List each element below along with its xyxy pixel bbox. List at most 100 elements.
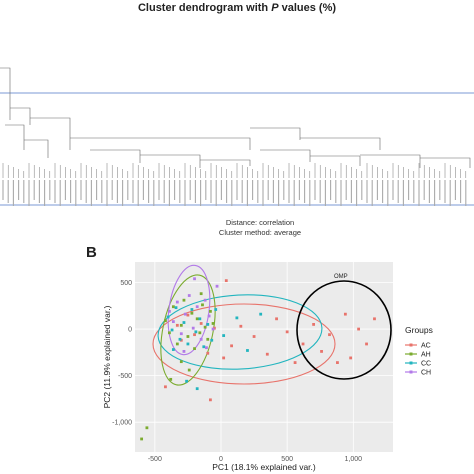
axis-ticks: -500 0 500 1,000 500 0 -500 -1,000 bbox=[112, 280, 362, 463]
point-cc bbox=[214, 308, 218, 311]
point-ch bbox=[193, 277, 196, 281]
point-ch bbox=[171, 320, 175, 324]
point-ah bbox=[199, 292, 203, 296]
data-points bbox=[140, 277, 376, 441]
legend-label-cc: CC bbox=[421, 361, 431, 368]
dendrogram bbox=[0, 67, 474, 206]
dendrogram-branches bbox=[0, 67, 471, 168]
point-cc bbox=[182, 321, 186, 324]
point-ac bbox=[209, 398, 212, 402]
point-ch bbox=[207, 314, 211, 318]
point-cc bbox=[166, 315, 170, 319]
point-ah bbox=[187, 368, 191, 372]
omp-annotation: OMP bbox=[334, 274, 348, 280]
panel-b-label: B bbox=[86, 244, 97, 261]
x-tick-label: 1,000 bbox=[345, 456, 363, 463]
point-cc bbox=[178, 337, 182, 341]
dendrogram-leaves bbox=[2, 163, 467, 206]
point-ah bbox=[203, 325, 207, 329]
point-cc bbox=[190, 308, 194, 311]
ellipse-ch bbox=[167, 264, 211, 356]
point-ch bbox=[205, 346, 208, 350]
point-ah bbox=[175, 342, 179, 346]
point-ac bbox=[373, 317, 376, 321]
point-ac bbox=[224, 279, 228, 283]
legend-marker-cc bbox=[409, 361, 413, 365]
point-ch bbox=[179, 332, 183, 336]
y-tick-label: -500 bbox=[118, 373, 132, 380]
point-ac bbox=[239, 324, 243, 328]
legend-marker-ch bbox=[409, 370, 413, 374]
point-ac bbox=[252, 335, 256, 338]
point-cc bbox=[198, 317, 202, 321]
x-tick-label: -500 bbox=[148, 456, 162, 463]
plot-grid bbox=[135, 262, 393, 452]
point-ac bbox=[349, 356, 353, 360]
point-ah bbox=[209, 309, 212, 313]
point-ah bbox=[186, 335, 190, 338]
point-ch bbox=[168, 309, 171, 313]
point-ch bbox=[195, 305, 199, 309]
point-ah bbox=[190, 311, 194, 315]
point-ch bbox=[191, 326, 195, 330]
point-ac bbox=[230, 344, 233, 348]
legend-label-ch: CH bbox=[421, 370, 431, 377]
point-ac bbox=[365, 342, 368, 346]
point-ac bbox=[343, 312, 347, 316]
legend: Groups AC AH CC CH bbox=[405, 325, 433, 377]
x-axis-label: PC1 (18.1% explained var.) bbox=[212, 462, 316, 472]
x-tick-label: 0 bbox=[219, 456, 223, 463]
point-ah bbox=[168, 331, 171, 335]
point-ch bbox=[199, 337, 203, 341]
ellipse-cc bbox=[157, 294, 323, 370]
dendrogram-method-label: Cluster method: average bbox=[218, 228, 302, 237]
point-ch bbox=[183, 312, 187, 316]
point-ah bbox=[179, 360, 183, 364]
point-ch bbox=[182, 350, 186, 353]
point-cc bbox=[259, 312, 263, 316]
y-tick-label: 0 bbox=[128, 327, 132, 334]
point-ac bbox=[293, 361, 297, 364]
point-ac bbox=[285, 330, 289, 334]
point-ac bbox=[206, 351, 210, 355]
y-axis-label: PC2 (11.9% explained var.) bbox=[102, 305, 112, 408]
point-ah bbox=[164, 319, 167, 323]
point-ah bbox=[206, 337, 210, 341]
point-cc bbox=[174, 306, 178, 310]
y-tick-label: -1,000 bbox=[112, 420, 132, 427]
point-ac bbox=[357, 327, 360, 331]
point-ah bbox=[182, 298, 186, 302]
point-cc bbox=[210, 338, 214, 342]
point-ac bbox=[312, 323, 316, 326]
point-ac bbox=[320, 350, 323, 353]
point-ac bbox=[328, 333, 331, 337]
ellipse-ac bbox=[152, 303, 336, 385]
legend-title: Groups bbox=[405, 325, 433, 335]
point-cc bbox=[185, 379, 188, 383]
x-tick-label: 500 bbox=[281, 456, 293, 463]
point-cc bbox=[235, 316, 239, 320]
point-ac bbox=[222, 356, 226, 360]
ellipse-omp bbox=[296, 280, 392, 380]
point-cc bbox=[246, 349, 249, 352]
legend-label-ah: AH bbox=[421, 352, 431, 359]
point-ah bbox=[140, 437, 144, 441]
point-ac bbox=[175, 323, 179, 327]
point-ch bbox=[211, 327, 215, 331]
point-ac bbox=[301, 342, 305, 346]
point-cc bbox=[202, 345, 206, 349]
point-ch bbox=[175, 300, 179, 304]
point-ah bbox=[179, 323, 183, 327]
dendrogram-distance-label: Distance: correlation bbox=[225, 218, 295, 227]
point-ah bbox=[171, 305, 175, 309]
point-ah bbox=[211, 322, 215, 325]
point-ac bbox=[275, 317, 278, 321]
point-cc bbox=[195, 387, 199, 391]
y-tick-label: 500 bbox=[120, 280, 132, 287]
point-cc bbox=[170, 328, 174, 332]
point-ac bbox=[164, 385, 167, 389]
point-ac bbox=[336, 361, 339, 364]
point-cc bbox=[206, 323, 210, 326]
point-ch bbox=[187, 294, 191, 297]
